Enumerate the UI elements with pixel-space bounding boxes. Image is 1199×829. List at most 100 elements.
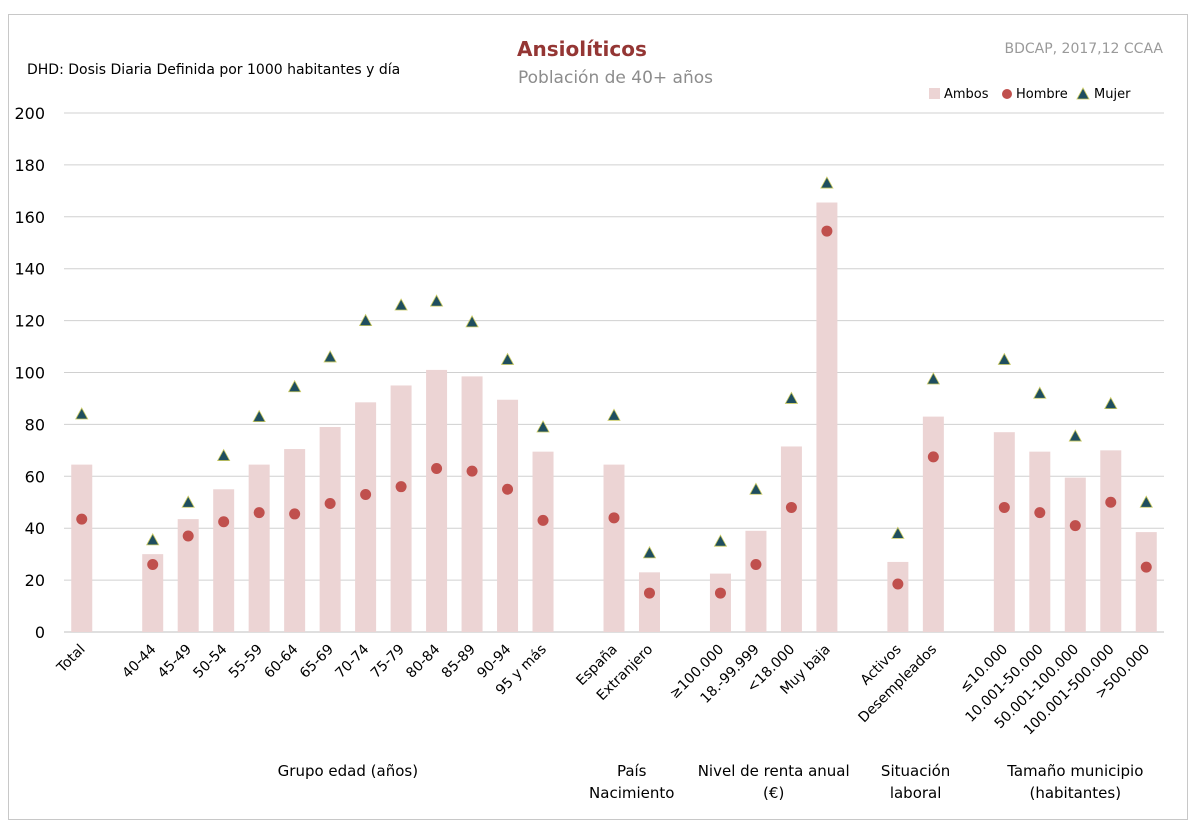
y-tick-label: 160 [14,208,45,227]
bar-ambos [284,449,306,632]
chart-source: BDCAP, 2017,12 CCAA [1004,41,1163,57]
bar-ambos [213,489,235,632]
legend-label-hombre: Hombre [1016,87,1068,102]
y-axis-ticks: 0 20 40 60 80 100 120 140 160 180 200 [14,104,45,642]
point-hombre [147,559,159,571]
bar-ambos [461,376,483,632]
point-mujer [997,352,1011,365]
group-label: Situación [881,762,950,780]
y-tick-label: 60 [25,467,45,486]
x-tick-label: 45-49 [155,642,195,682]
point-mujer [217,448,231,461]
point-mujer [1068,429,1082,442]
point-mujer [607,408,621,421]
chart-gridlines [64,112,1164,633]
point-mujer [891,526,905,539]
point-hombre [502,483,514,495]
point-hombre [395,481,407,493]
point-hombre [785,501,797,513]
markers-hombre [76,225,1152,599]
bar-ambos [922,416,944,632]
point-hombre [998,501,1010,513]
point-hombre [750,559,762,571]
x-axis-group-labels: Grupo edad (años) País Nacimiento Nivel de … [278,762,1144,802]
group-label: Nacimiento [589,784,674,802]
x-tick-label: 80-84 [403,641,443,681]
bar-ambos [887,561,909,632]
bar-ambos [497,399,519,632]
point-hombre [466,465,478,477]
chart-svg: Ansiolíticos Población de 40+ años BDCAP… [14,37,1164,802]
markers-mujer [75,176,1153,559]
point-mujer [394,298,408,311]
bar-ambos [1029,451,1051,632]
y-tick-label: 40 [25,519,45,538]
chart-legend: Ambos Hombre Mujer [929,87,1131,102]
point-mujer [1104,396,1118,410]
point-hombre [608,512,620,524]
y-tick-label: 20 [25,571,45,590]
bar-ambos [355,402,377,632]
point-mujer [500,352,515,365]
bars-ambos [71,202,1157,632]
x-tick-label: 75-79 [368,642,408,682]
x-tick-label: Total [53,642,88,677]
point-hombre [76,513,88,525]
chart-title: Ansiolíticos [517,37,647,61]
bar-ambos [1135,532,1157,632]
point-hombre [821,225,833,237]
point-hombre [1105,496,1117,508]
group-label: laboral [890,784,942,802]
bar-ambos [780,446,802,632]
bar-ambos [709,573,731,632]
y-tick-label: 200 [14,104,45,123]
point-mujer [926,372,941,385]
point-mujer [1033,386,1047,399]
x-tick-label: 65-69 [297,642,337,682]
point-mujer [287,379,302,393]
chart-frame: Ansiolíticos Población de 40+ años BDCAP… [8,14,1188,820]
chart-note: DHD: Dosis Diaria Definida por 1000 habi… [27,62,400,78]
x-tick-label: 40-44 [119,641,159,681]
point-hombre [360,488,372,500]
point-hombre [324,498,336,510]
legend-marker-mujer [1076,87,1090,100]
point-hombre [1140,561,1152,573]
point-hombre [714,587,726,599]
bar-ambos [71,464,93,632]
group-label: Tamaño municipio [1006,762,1143,780]
point-mujer [429,294,444,307]
point-hombre [289,508,301,520]
group-label: Nivel de renta anual [698,762,850,780]
group-label: Grupo edad (años) [278,762,418,780]
group-label: (€) [763,784,784,802]
point-mujer [75,407,89,420]
legend-label-mujer: Mujer [1094,87,1131,102]
bar-ambos [142,554,164,632]
bar-ambos [1064,477,1086,632]
point-mujer [146,533,160,546]
point-mujer [323,350,337,363]
y-tick-label: 100 [14,364,45,383]
bar-ambos [177,519,199,632]
point-mujer [820,176,834,189]
point-hombre [253,507,265,519]
point-mujer [713,534,728,547]
point-mujer [252,409,266,423]
bar-ambos [745,530,767,632]
group-label: País [617,762,647,780]
bar-ambos [248,464,270,632]
bar-ambos [1100,450,1122,632]
point-mujer [181,495,195,508]
x-tick-label: 55-59 [226,642,266,682]
y-tick-label: 0 [35,623,45,642]
legend-marker-hombre [1002,89,1012,99]
bar-ambos [319,426,341,632]
x-axis-ticks: Total 40-4445-4950-5455-5960-6465-6970-74… [53,641,1153,738]
y-tick-label: 180 [14,156,45,175]
point-hombre [182,530,194,542]
point-hombre [537,514,549,526]
x-tick-label: 60-64 [261,641,301,681]
bar-ambos [638,572,660,632]
y-tick-label: 80 [25,415,45,434]
